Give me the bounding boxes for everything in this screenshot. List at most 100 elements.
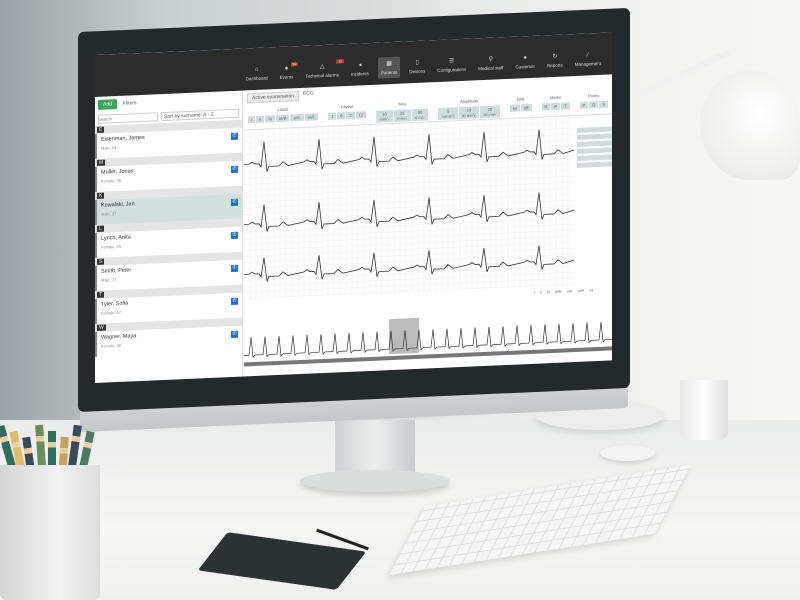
patient-name: Lynch, Anita: [101, 234, 131, 242]
filters-button[interactable]: Filters: [122, 100, 137, 107]
nav-label: Medical staff: [478, 65, 504, 72]
toolbar-button[interactable]: 12: [355, 111, 367, 119]
alarm-icon: △: [319, 63, 325, 71]
count-badge: 99: [290, 62, 299, 67]
toolbar-button[interactable]: aVR: [275, 114, 290, 123]
config-icon: ☰: [449, 58, 455, 65]
phone-icon[interactable]: ✆: [231, 231, 238, 240]
nav-customer[interactable]: ● Customer: [512, 52, 538, 73]
nav-dashboard[interactable]: ⌂ Dashboard: [243, 63, 271, 84]
nav-incidents[interactable]: ◂ Incidents: [348, 58, 372, 80]
monitor-foot: [300, 470, 450, 492]
group-title: Time: [397, 101, 407, 107]
lead-option[interactable]: II: [539, 290, 542, 295]
lead-option[interactable]: aVR: [554, 289, 562, 294]
toolbar-button[interactable]: I: [248, 116, 256, 124]
ecg-lead-trace: [244, 245, 574, 282]
phone-icon[interactable]: ✆: [231, 165, 238, 174]
patient-info: Male, 77: [101, 277, 117, 283]
search-input[interactable]: [98, 112, 158, 124]
nav-label: Incidents: [350, 71, 369, 77]
phone-icon[interactable]: ✆: [231, 132, 238, 141]
side-panel: [577, 124, 612, 170]
nav-devices[interactable]: ▯ Devices: [406, 55, 428, 77]
ecg-lead-trace: [244, 129, 574, 172]
patient-info: Male, 37: [101, 211, 117, 217]
nav-reports[interactable]: ↻ Reports: [544, 49, 566, 71]
phone-icon[interactable]: ✆: [231, 198, 238, 207]
refresh-icon: ↻: [552, 53, 558, 61]
toolbar-button[interactable]: T: [561, 102, 570, 110]
lead-option[interactable]: aVF: [577, 288, 585, 293]
phone-icon[interactable]: ✆: [231, 264, 238, 273]
add-button[interactable]: Add: [98, 99, 117, 110]
toolbar-button[interactable]: 1: [327, 112, 337, 120]
megaphone-icon: ◂: [358, 62, 362, 69]
lead-option[interactable]: I: [534, 290, 535, 295]
device-icon: ▯: [415, 59, 419, 67]
toolbar-button[interactable]: R: [541, 103, 551, 111]
toolbar-button[interactable]: 6: [337, 112, 346, 120]
patient-name: Eisenman, James: [101, 134, 145, 143]
patient-info: Female, 29: [101, 243, 122, 250]
toolbar-button[interactable]: on: [509, 104, 521, 112]
patient-info: Female, 38: [101, 342, 122, 349]
nav-patients[interactable]: ▦ Patients: [377, 56, 401, 79]
lead-selector: I II III aVR aVL aVF V1: [534, 288, 594, 295]
group-title: Amplitude: [460, 98, 478, 105]
nav-technical-alarms[interactable]: △ Technical alarms 11: [302, 59, 344, 82]
group-title: Marks: [550, 94, 561, 101]
toolbar-button[interactable]: S: [599, 100, 608, 108]
nav-label: Reports: [546, 62, 563, 69]
toolbar-button[interactable]: III: [265, 115, 275, 123]
pencil-cup: [0, 465, 100, 600]
patient-name: Tyler, Sofia: [101, 300, 129, 308]
lead-option[interactable]: V1: [589, 288, 594, 293]
ecg-panel: Active examination ECG Leads I II III aVR aVL…: [244, 74, 612, 376]
wrench-icon: ⁄: [587, 52, 589, 59]
nav-medical-staff[interactable]: ⚲ Medical staff: [475, 52, 506, 74]
nav-configurations[interactable]: ☰ Configurations: [434, 54, 469, 77]
nav-label: Dashboard: [245, 75, 268, 82]
tab-active-examination[interactable]: Active examination: [247, 91, 299, 104]
nav-label: Technical alarms: [305, 72, 339, 79]
toolbar-button[interactable]: II: [256, 115, 265, 123]
ecg-traces: [244, 110, 574, 300]
phone-icon[interactable]: ✆: [231, 330, 238, 339]
patient-name: Müller, Jonas: [101, 168, 134, 176]
group-title: Leads: [277, 106, 289, 113]
patient-info: Male, 54: [101, 145, 117, 151]
patients-icon: ▦: [386, 61, 392, 68]
toolbar-button[interactable]: P: [579, 101, 589, 109]
nav-label: Management: [574, 60, 601, 68]
patient-info: Female, 67: [101, 309, 122, 316]
phone-icon[interactable]: ✆: [231, 297, 238, 306]
toolbar-button[interactable]: 2: [346, 111, 355, 120]
toolbar-button[interactable]: P: [551, 102, 561, 111]
toolbar-button[interactable]: off: [521, 103, 532, 112]
patient-panel: Add Filters Sort by surname: A - Z E Eis…: [95, 90, 243, 383]
ecg-lead-trace: [244, 192, 574, 232]
nav-label: Devices: [409, 68, 426, 75]
lead-option[interactable]: III: [546, 290, 550, 295]
toolbar-button[interactable]: aVF: [304, 113, 318, 121]
patient-name: Kowalski, Jan: [101, 201, 135, 209]
nav-management[interactable]: ⁄ Management: [572, 49, 604, 70]
tab-ecg[interactable]: ECG: [302, 90, 314, 97]
screen: ⌂ Dashboard ♠ Events 99 △ Technical alarms 11 ◂ I…: [95, 32, 612, 383]
lamp-head: [700, 70, 800, 180]
home-icon: ⌂: [254, 66, 259, 74]
nav-label: Patients: [380, 69, 398, 76]
group-title: Layout: [341, 103, 354, 110]
pencil: [48, 431, 56, 486]
lead-option[interactable]: aVL: [566, 289, 573, 294]
toolbar-button[interactable]: Q: [589, 101, 599, 109]
user-icon: ●: [523, 55, 527, 62]
patient-row[interactable]: Wagner, Maya Female, 38 ✆: [95, 325, 242, 357]
tool-group: Points P Q S: [579, 93, 608, 113]
count-badge: 11: [336, 59, 344, 64]
nav-events[interactable]: ♠ Events 99: [277, 62, 299, 83]
toolbar-button[interactable]: aVL: [290, 113, 304, 122]
rhythm-strip[interactable]: [244, 299, 612, 365]
strip-selection[interactable]: [389, 317, 419, 355]
